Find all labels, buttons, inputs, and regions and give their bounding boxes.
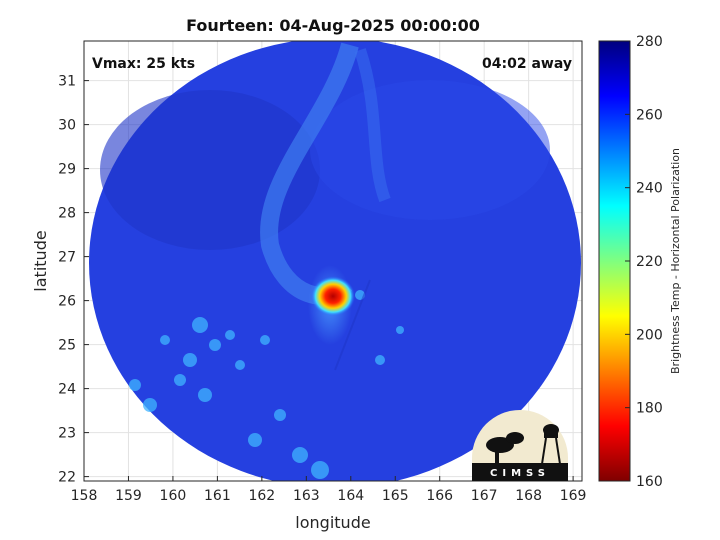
y-tick-label: 31 <box>58 74 76 90</box>
x-tick-label: 163 <box>293 488 320 504</box>
y-tick-label: 30 <box>58 118 76 134</box>
logo-text: CIMSS <box>490 468 550 479</box>
x-tick-label: 159 <box>115 488 142 504</box>
x-tick-label: 166 <box>426 488 453 504</box>
x-tick-label: 169 <box>560 488 587 504</box>
y-tick-label: 25 <box>58 338 76 354</box>
x-tick-label: 164 <box>337 488 364 504</box>
x-axis-label: longitude <box>295 513 370 532</box>
y-tick-label: 28 <box>58 206 76 222</box>
vmax-label: Vmax: 25 kts <box>92 56 195 72</box>
chart-title: Fourteen: 04-Aug-2025 00:00:00 <box>186 16 480 35</box>
away-label: 04:02 away <box>482 56 572 72</box>
x-tick-label: 165 <box>382 488 409 504</box>
colorbar <box>598 40 631 482</box>
x-tick-labels: 158 159 160 161 162 163 164 165 166 167 168 169 <box>71 476 587 504</box>
y-tick-label: 24 <box>58 382 76 398</box>
colorbar-tick-label: 160 <box>636 474 663 490</box>
colorbar-tick-label: 240 <box>636 181 663 197</box>
y-axis-label: latitude <box>31 230 50 291</box>
colorbar-tick-label: 200 <box>636 327 663 343</box>
y-tick-label: 22 <box>58 470 76 486</box>
x-tick-label: 168 <box>515 488 542 504</box>
axes-box <box>83 40 583 482</box>
colorbar-tick-label: 260 <box>636 107 663 123</box>
x-tick-label: 161 <box>204 488 231 504</box>
colorbar-tick-label: 280 <box>636 34 663 50</box>
colorbar-label: Brightness Temp - Horizontal Polarizatio… <box>669 148 682 374</box>
colorbar-ticks: 160 180 200 220 240 260 280 <box>625 34 663 490</box>
y-tick-label: 26 <box>58 294 76 310</box>
x-tick-label: 158 <box>71 488 98 504</box>
x-tick-label: 162 <box>248 488 275 504</box>
x-tick-label: 167 <box>471 488 498 504</box>
cimss-logo: CIMSS <box>472 410 568 481</box>
colorbar-tick-label: 180 <box>636 401 663 417</box>
storm-core <box>311 276 355 317</box>
y-tick-label: 29 <box>58 162 76 178</box>
x-tick-label: 160 <box>160 488 187 504</box>
y-tick-labels: 22 23 24 25 26 27 28 29 30 31 <box>58 74 89 486</box>
colorbar-tick-label: 220 <box>636 254 663 270</box>
swath-image <box>89 41 581 481</box>
y-tick-label: 23 <box>58 426 76 442</box>
y-tick-label: 27 <box>58 250 76 266</box>
